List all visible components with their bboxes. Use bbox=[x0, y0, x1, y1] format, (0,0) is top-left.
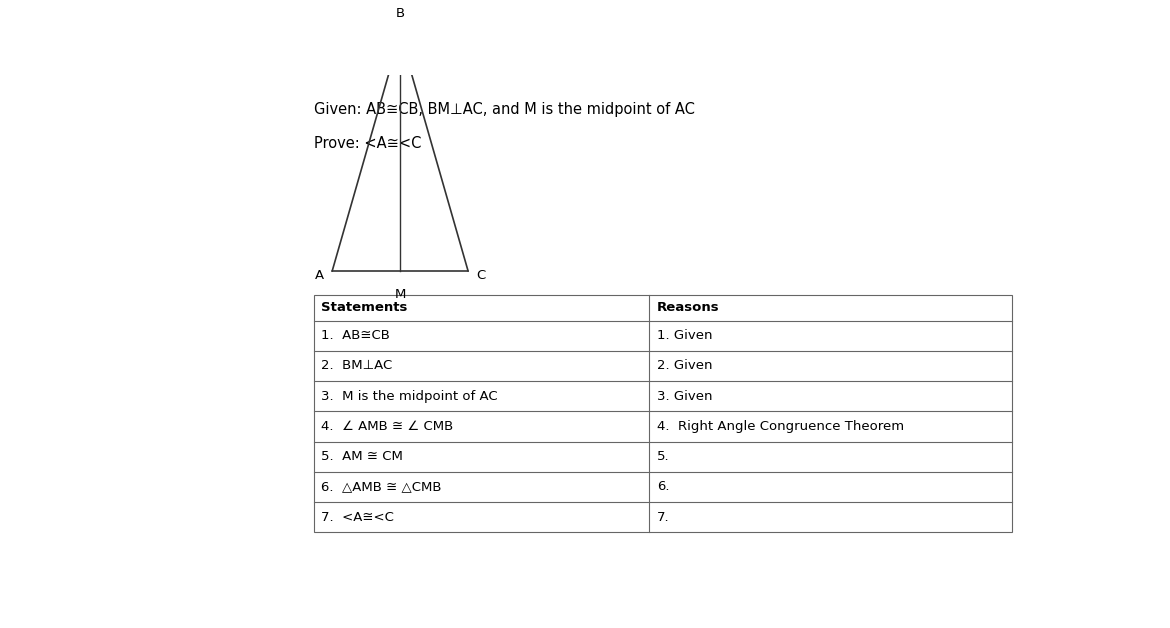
Text: 1.  AB≅CB: 1. AB≅CB bbox=[322, 329, 390, 342]
Text: B: B bbox=[395, 7, 405, 20]
Text: A: A bbox=[316, 269, 324, 283]
Text: Statements: Statements bbox=[322, 301, 407, 315]
Text: 7.: 7. bbox=[656, 511, 669, 524]
Text: 2. Given: 2. Given bbox=[656, 359, 713, 372]
Text: 4.  Right Angle Congruence Theorem: 4. Right Angle Congruence Theorem bbox=[656, 420, 904, 433]
Text: Reasons: Reasons bbox=[656, 301, 720, 315]
Bar bbox=[314, 295, 1012, 533]
Text: C: C bbox=[476, 269, 486, 283]
Text: Prove: <A≅<C: Prove: <A≅<C bbox=[314, 136, 421, 151]
Text: 6.  △AMB ≅ △CMB: 6. △AMB ≅ △CMB bbox=[322, 480, 442, 494]
Text: 3.  M is the midpoint of AC: 3. M is the midpoint of AC bbox=[322, 390, 498, 403]
Text: 5.  AM ≅ CM: 5. AM ≅ CM bbox=[322, 450, 404, 463]
Text: 5.: 5. bbox=[656, 450, 669, 463]
Text: 2.  BM⊥AC: 2. BM⊥AC bbox=[322, 359, 392, 372]
Text: M: M bbox=[394, 288, 406, 301]
Text: 6.: 6. bbox=[656, 480, 669, 494]
Text: Given: AB≅CB, BM⊥AC, and M is the midpoint of AC: Given: AB≅CB, BM⊥AC, and M is the midpoi… bbox=[314, 102, 695, 117]
Text: 4.  ∠ AMB ≅ ∠ CMB: 4. ∠ AMB ≅ ∠ CMB bbox=[322, 420, 454, 433]
Text: 1. Given: 1. Given bbox=[656, 329, 713, 342]
Text: 7.  <A≅<C: 7. <A≅<C bbox=[322, 511, 394, 524]
Text: 3. Given: 3. Given bbox=[656, 390, 713, 403]
